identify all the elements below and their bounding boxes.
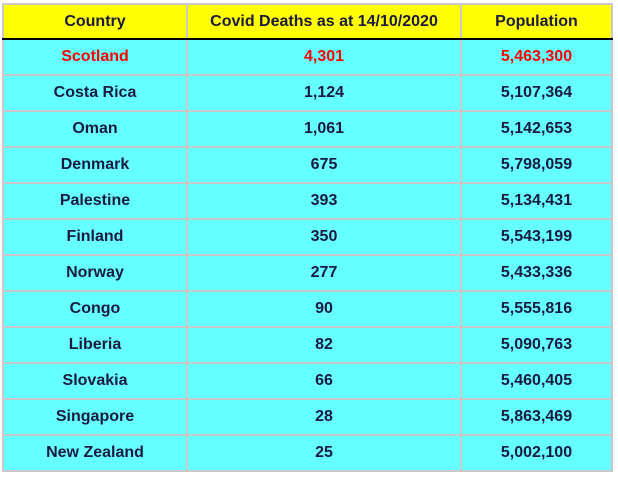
cell: 393 bbox=[186, 182, 462, 220]
data-row: Oman 1,061 5,142,653 bbox=[2, 110, 613, 148]
cell: 277 bbox=[186, 254, 462, 292]
cell: 5,090,763 bbox=[460, 326, 613, 364]
cell: 82 bbox=[186, 326, 462, 364]
header-cell: Country bbox=[2, 3, 188, 40]
data-row: Norway 277 5,433,336 bbox=[2, 254, 613, 292]
cell: 5,555,816 bbox=[460, 290, 613, 328]
data-row: Costa Rica 1,124 5,107,364 bbox=[2, 74, 613, 112]
cell: 66 bbox=[186, 362, 462, 400]
cell: Costa Rica bbox=[2, 74, 188, 112]
data-row: New Zealand 25 5,002,100 bbox=[2, 434, 613, 472]
cell: 5,002,100 bbox=[460, 434, 613, 472]
data-row: Congo 90 5,555,816 bbox=[2, 290, 613, 328]
cell: 5,463,300 bbox=[460, 38, 613, 76]
cell: 25 bbox=[186, 434, 462, 472]
cell: 5,460,405 bbox=[460, 362, 613, 400]
cell: 4,301 bbox=[186, 38, 462, 76]
cell: 1,124 bbox=[186, 74, 462, 112]
cell: Liberia bbox=[2, 326, 188, 364]
data-row: Denmark 675 5,798,059 bbox=[2, 146, 613, 184]
cell: 90 bbox=[186, 290, 462, 328]
header-row: Country Covid Deaths as at 14/10/2020 Popu… bbox=[2, 3, 613, 40]
cell: 675 bbox=[186, 146, 462, 184]
cell: Norway bbox=[2, 254, 188, 292]
cell: Palestine bbox=[2, 182, 188, 220]
header-cell: Covid Deaths as at 14/10/2020 bbox=[186, 3, 462, 40]
data-row: Liberia 82 5,090,763 bbox=[2, 326, 613, 364]
cell: Congo bbox=[2, 290, 188, 328]
cell: 5,863,469 bbox=[460, 398, 613, 436]
cell: 5,798,059 bbox=[460, 146, 613, 184]
cell: Scotland bbox=[2, 38, 188, 76]
data-row: Scotland 4,301 5,463,300 bbox=[2, 38, 613, 76]
data-row: Finland 350 5,543,199 bbox=[2, 218, 613, 256]
cell: Oman bbox=[2, 110, 188, 148]
data-row: Singapore 28 5,863,469 bbox=[2, 398, 613, 436]
cell: Slovakia bbox=[2, 362, 188, 400]
cell: New Zealand bbox=[2, 434, 188, 472]
cell: 5,142,653 bbox=[460, 110, 613, 148]
data-row: Palestine 393 5,134,431 bbox=[2, 182, 613, 220]
cell: 350 bbox=[186, 218, 462, 256]
cell: Denmark bbox=[2, 146, 188, 184]
cell: 1,061 bbox=[186, 110, 462, 148]
cell: 5,107,364 bbox=[460, 74, 613, 112]
data-row: Slovakia 66 5,460,405 bbox=[2, 362, 613, 400]
cell: 5,543,199 bbox=[460, 218, 613, 256]
cell: 28 bbox=[186, 398, 462, 436]
cell: Singapore bbox=[2, 398, 188, 436]
header-cell: Population bbox=[460, 3, 613, 40]
cell: Finland bbox=[2, 218, 188, 256]
cell: 5,433,336 bbox=[460, 254, 613, 292]
data-table: Country Covid Deaths as at 14/10/2020 Popu… bbox=[2, 3, 613, 472]
cell: 5,134,431 bbox=[460, 182, 613, 220]
